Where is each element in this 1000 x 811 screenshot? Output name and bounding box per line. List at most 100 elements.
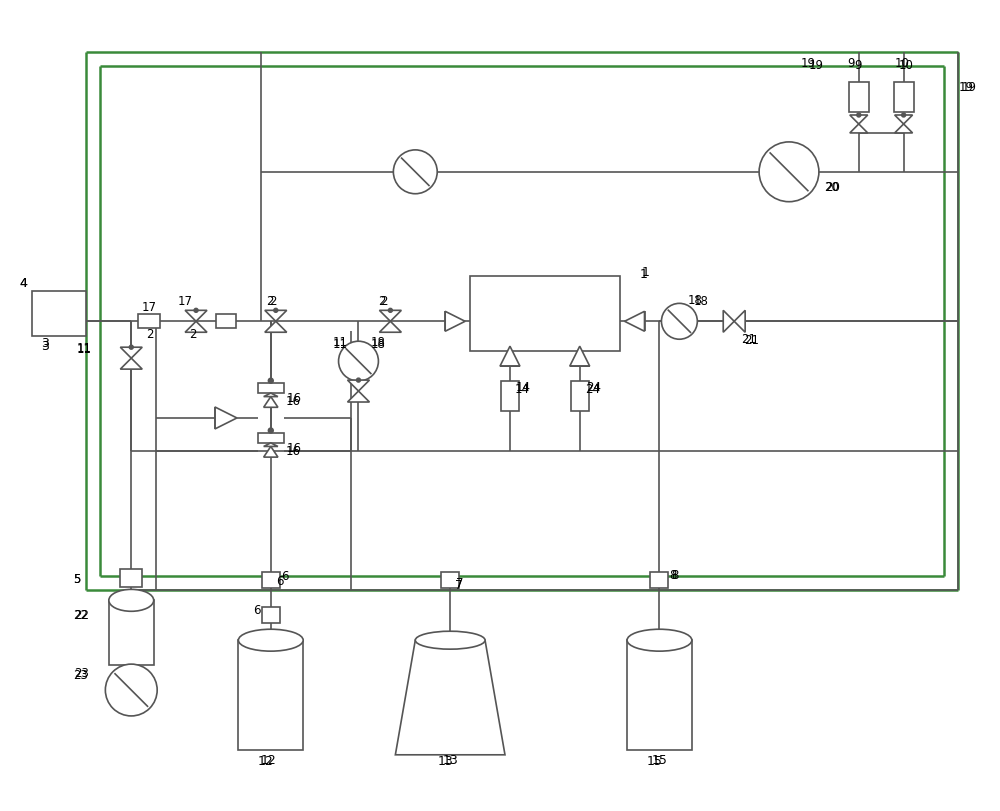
Text: 11: 11 (333, 337, 348, 350)
Bar (32, 291, 86, 337)
Bar (262, 607, 280, 623)
Text: 2: 2 (146, 328, 154, 341)
Text: 5: 5 (73, 573, 81, 586)
Polygon shape (379, 311, 401, 321)
Polygon shape (215, 407, 237, 429)
Polygon shape (570, 346, 590, 366)
Text: 6: 6 (281, 570, 288, 583)
Polygon shape (120, 347, 142, 358)
Text: 9: 9 (854, 59, 861, 72)
Text: 21: 21 (741, 333, 756, 346)
Bar (238, 640, 303, 750)
Polygon shape (265, 311, 287, 321)
Bar (441, 573, 459, 588)
Bar (470, 277, 620, 351)
Text: 17: 17 (178, 295, 193, 308)
Text: 8: 8 (669, 569, 677, 582)
Text: 7: 7 (455, 579, 463, 592)
Text: 21: 21 (744, 334, 759, 347)
Bar (849, 82, 869, 112)
Polygon shape (379, 321, 401, 333)
Bar (650, 573, 668, 588)
Text: 19: 19 (809, 59, 824, 72)
Text: 3: 3 (42, 337, 49, 350)
Text: 15: 15 (652, 753, 667, 766)
Circle shape (129, 345, 133, 350)
Text: 8: 8 (671, 569, 679, 582)
Polygon shape (264, 443, 278, 446)
Text: 1: 1 (640, 268, 647, 281)
Polygon shape (723, 311, 734, 333)
Polygon shape (264, 446, 278, 457)
Text: 18: 18 (687, 294, 702, 307)
Text: 14: 14 (516, 381, 531, 394)
Ellipse shape (238, 629, 303, 651)
Polygon shape (895, 115, 913, 124)
Text: 4: 4 (20, 277, 28, 290)
Text: 2: 2 (266, 295, 273, 308)
Polygon shape (895, 124, 913, 133)
Text: 16: 16 (286, 395, 301, 408)
Polygon shape (185, 321, 207, 333)
Ellipse shape (109, 590, 154, 611)
Text: 11: 11 (76, 342, 91, 355)
Polygon shape (625, 311, 645, 331)
Polygon shape (265, 321, 287, 333)
Text: 2: 2 (380, 295, 388, 308)
Text: 23: 23 (73, 669, 88, 682)
Bar (501, 381, 519, 411)
Bar (262, 573, 280, 588)
Polygon shape (264, 393, 278, 397)
Circle shape (274, 308, 278, 312)
Text: 16: 16 (287, 392, 302, 405)
Circle shape (393, 150, 437, 194)
Circle shape (339, 341, 378, 381)
Text: 18: 18 (370, 338, 385, 351)
Text: 13: 13 (437, 755, 453, 768)
Text: 19: 19 (961, 81, 976, 94)
Bar (258, 432, 284, 443)
Text: 9: 9 (847, 57, 854, 71)
Polygon shape (850, 124, 868, 133)
Circle shape (857, 113, 861, 117)
Bar (258, 383, 284, 393)
Text: 14: 14 (515, 383, 530, 396)
Text: 12: 12 (261, 753, 277, 766)
Bar (894, 82, 914, 112)
Text: 17: 17 (141, 302, 156, 315)
Bar (138, 315, 160, 328)
Text: 15: 15 (647, 755, 662, 768)
Text: 24: 24 (586, 381, 601, 394)
Text: 2: 2 (269, 295, 276, 308)
Circle shape (268, 378, 273, 383)
Text: 13: 13 (442, 753, 458, 766)
Bar (120, 569, 142, 587)
Polygon shape (850, 115, 868, 124)
Polygon shape (264, 397, 278, 407)
Polygon shape (185, 311, 207, 321)
Circle shape (356, 378, 360, 382)
Text: 3: 3 (42, 340, 49, 353)
Circle shape (105, 664, 157, 716)
Circle shape (194, 308, 198, 312)
Text: 2: 2 (378, 295, 386, 308)
Circle shape (759, 142, 819, 202)
Polygon shape (395, 640, 505, 755)
Ellipse shape (627, 629, 692, 651)
Text: 11: 11 (76, 343, 91, 356)
Text: 20: 20 (824, 181, 839, 194)
Text: 2: 2 (189, 328, 197, 341)
Text: 1: 1 (642, 267, 649, 280)
Text: 10: 10 (895, 57, 910, 71)
Polygon shape (445, 311, 465, 331)
Circle shape (661, 303, 697, 339)
Text: 23: 23 (74, 667, 89, 680)
Text: 5: 5 (73, 573, 81, 586)
Polygon shape (734, 311, 745, 333)
Text: 6: 6 (276, 575, 283, 588)
Polygon shape (500, 346, 520, 366)
Polygon shape (120, 358, 142, 369)
Bar (571, 381, 589, 411)
Ellipse shape (415, 631, 485, 649)
Text: 18: 18 (693, 295, 708, 308)
